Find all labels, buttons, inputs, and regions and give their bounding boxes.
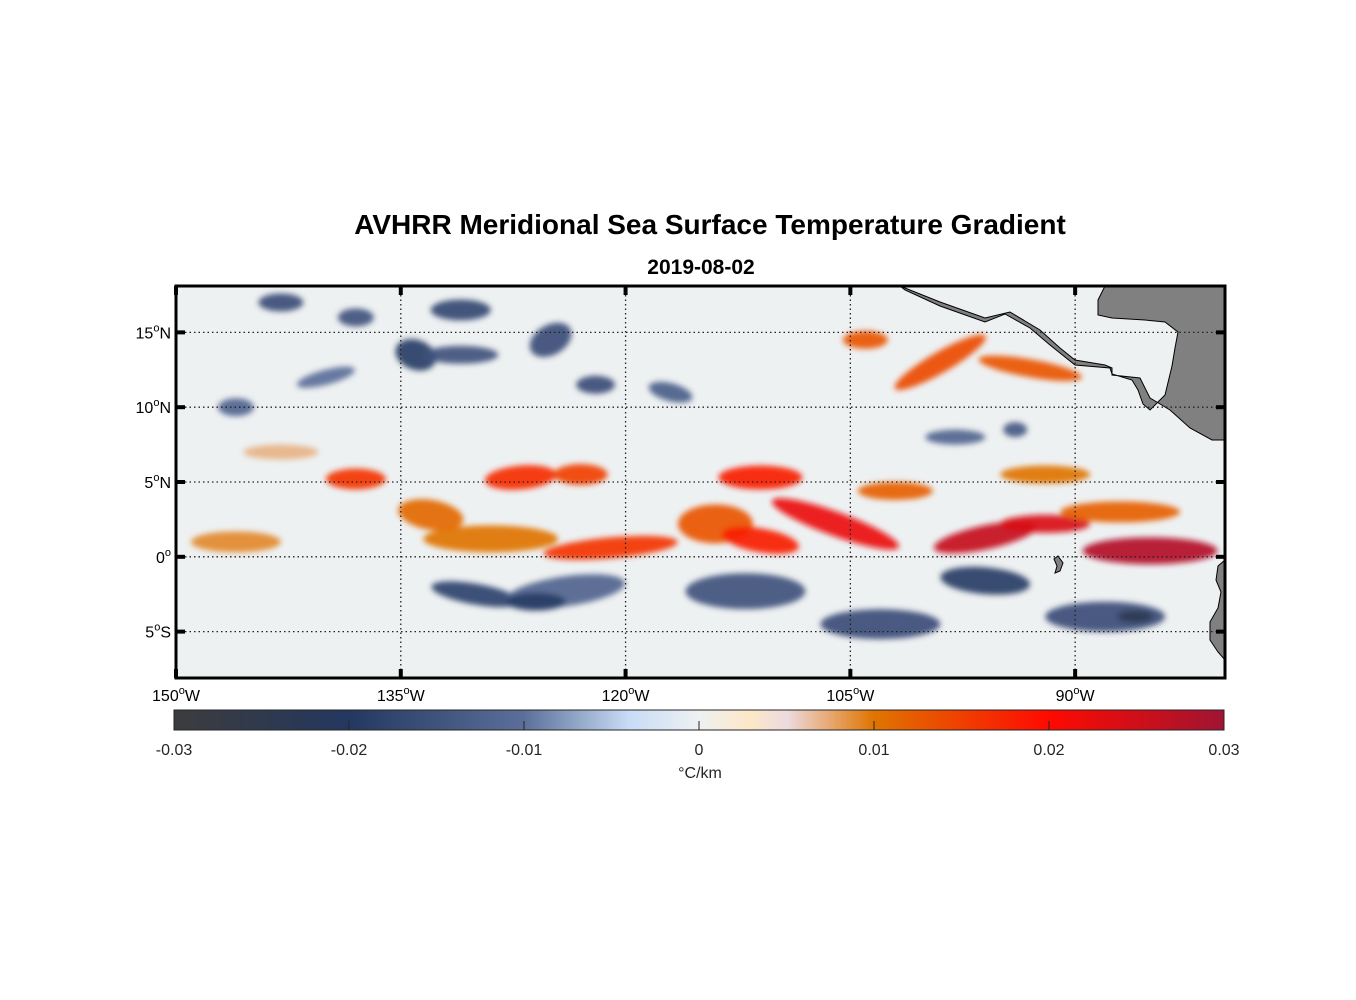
y-tick-label: 5oN — [144, 472, 171, 492]
gradient-field — [190, 286, 1225, 640]
warm-front-patch — [978, 355, 1082, 381]
warm-front-patch — [842, 330, 888, 349]
colorbar-tick-label: 0.01 — [858, 742, 889, 759]
cool-front-patch — [423, 345, 499, 364]
colorbar-tick-label: -0.01 — [506, 742, 543, 759]
cool-front-patch — [395, 339, 437, 371]
cool-front-patch — [648, 381, 693, 403]
land-mask — [899, 286, 1225, 661]
colorbar: -0.03 -0.02 -0.01 0 0.01 0.02 0.03 °C/km — [156, 709, 1240, 782]
warm-front-patch — [718, 465, 803, 490]
colorbar-tick-label: -0.03 — [156, 742, 193, 759]
cool-front-patch — [431, 581, 521, 608]
y-tick-label: 10oN — [136, 397, 171, 417]
warm-front-patch — [1000, 465, 1091, 484]
warm-front-patch — [1000, 514, 1091, 533]
warm-front-patch — [484, 465, 557, 490]
warm-front-patch — [857, 482, 933, 500]
plot-area — [174, 284, 1227, 680]
x-tick-label: 135oW — [377, 685, 426, 705]
colorbar-tick-label: 0.02 — [1033, 742, 1064, 759]
cool-front-patch — [430, 299, 491, 321]
warm-front-patch — [722, 526, 799, 554]
colorbar-label: °C/km — [678, 765, 722, 782]
warm-front-patch — [543, 535, 678, 560]
colorbar-tick-label: 0 — [695, 742, 704, 759]
grid-lines — [176, 286, 1225, 678]
cool-front-patch — [820, 609, 941, 640]
colorbar-tick-label: 0.03 — [1208, 742, 1239, 759]
cool-front-patch — [505, 592, 566, 611]
cool-front-patch — [576, 375, 616, 394]
cool-front-patch — [529, 322, 572, 358]
land-central-america — [899, 286, 1225, 441]
warm-front-patch — [325, 468, 386, 490]
cool-front-patch — [1003, 422, 1028, 438]
x-tick-label: 120oW — [602, 685, 651, 705]
warm-front-patch — [553, 464, 608, 485]
warm-front-patch — [1060, 501, 1181, 523]
chart-subtitle: 2019-08-02 — [647, 256, 754, 279]
colorbar-ticks: -0.03 -0.02 -0.01 0 0.01 0.02 0.03 — [156, 721, 1240, 759]
x-tick-label: 105oW — [826, 685, 875, 705]
warm-front-patch — [1082, 537, 1218, 565]
cool-front-patch — [925, 429, 986, 445]
y-tick-label: 0o — [156, 547, 171, 567]
axis-ticks — [174, 286, 1225, 678]
cool-front-patch — [296, 366, 355, 388]
cool-front-patch — [685, 573, 806, 610]
warm-front-patch — [894, 334, 986, 391]
cool-front-patch — [940, 566, 1031, 595]
warm-front-patch — [423, 525, 559, 553]
y-axis-labels: 15oN 10oN 5oN 0o 5oS — [136, 322, 171, 641]
x-tick-label: 90oW — [1056, 685, 1096, 705]
y-tick-label: 15oN — [136, 322, 171, 342]
colorbar-tick-label: -0.02 — [331, 742, 368, 759]
warm-front-patch — [190, 531, 281, 553]
warm-front-patch — [771, 498, 899, 550]
cool-front-patch — [337, 308, 374, 327]
cool-front-patch — [1117, 610, 1154, 623]
x-axis-labels: 150oW 135oW 120oW 105oW 90oW — [152, 685, 1096, 705]
warm-front-patch — [398, 499, 464, 531]
cool-front-patch — [258, 293, 304, 312]
land-south-america — [1209, 559, 1225, 661]
warm-front-patch — [243, 444, 319, 460]
land-galapagos — [1053, 555, 1064, 574]
chart-title: AVHRR Meridional Sea Surface Temperature… — [354, 209, 1066, 240]
x-tick-label: 150oW — [152, 685, 201, 705]
y-tick-label: 5oS — [145, 622, 171, 642]
